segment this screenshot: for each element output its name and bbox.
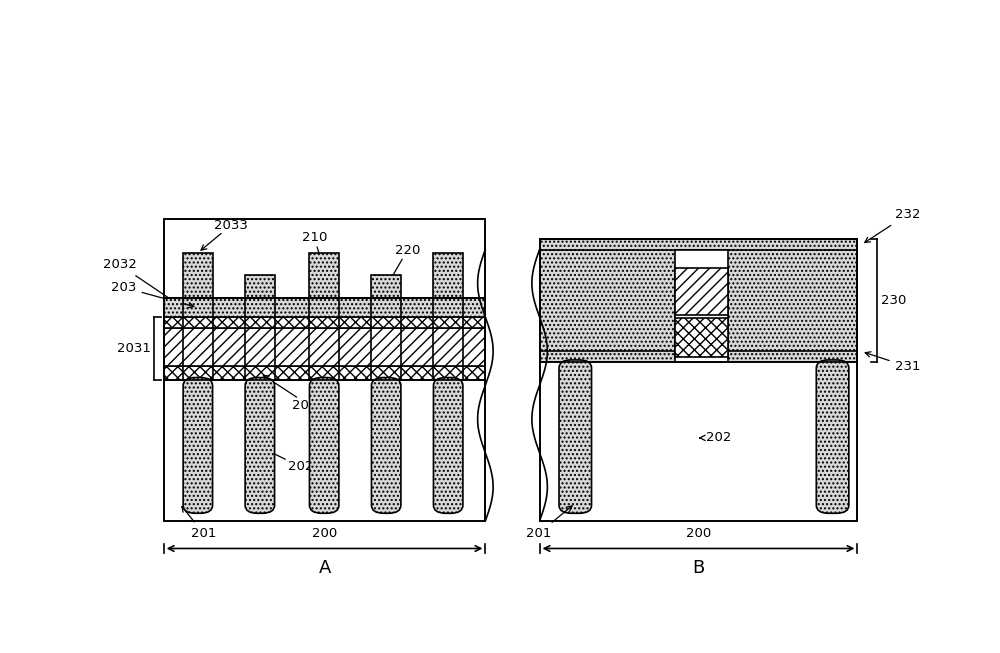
Bar: [339, 298, 371, 317]
Bar: [540, 239, 857, 521]
Text: A: A: [318, 558, 331, 577]
Bar: [164, 298, 485, 317]
Bar: [213, 366, 245, 380]
FancyBboxPatch shape: [245, 377, 275, 513]
Bar: [164, 328, 485, 366]
Bar: [164, 366, 183, 380]
Text: 202: 202: [700, 432, 732, 445]
Text: 203: 203: [111, 281, 194, 308]
Text: 2031: 2031: [117, 342, 151, 355]
Bar: [275, 366, 309, 380]
Bar: [164, 219, 485, 521]
Bar: [675, 268, 728, 315]
Bar: [401, 317, 433, 328]
Bar: [675, 250, 728, 362]
Bar: [275, 317, 309, 328]
Text: 231: 231: [865, 352, 920, 373]
Bar: [275, 298, 309, 317]
Bar: [540, 239, 857, 362]
Bar: [275, 328, 309, 366]
Text: 230: 230: [881, 295, 906, 308]
FancyBboxPatch shape: [309, 377, 339, 513]
Text: 201: 201: [526, 506, 572, 540]
Bar: [339, 328, 371, 366]
Text: B: B: [692, 558, 705, 577]
Text: 210: 210: [302, 231, 327, 267]
Text: 201: 201: [182, 507, 216, 540]
Bar: [339, 317, 371, 328]
Text: 202: 202: [264, 449, 313, 473]
Bar: [245, 276, 275, 298]
Bar: [213, 317, 245, 328]
Bar: [309, 253, 339, 298]
Bar: [463, 328, 485, 366]
Bar: [213, 328, 245, 366]
FancyBboxPatch shape: [816, 360, 849, 513]
Bar: [433, 253, 463, 298]
Bar: [675, 317, 728, 357]
Bar: [463, 366, 485, 380]
Text: 200: 200: [312, 527, 337, 540]
Bar: [401, 328, 433, 366]
Bar: [164, 298, 183, 317]
Text: 232: 232: [865, 208, 920, 242]
Bar: [339, 366, 371, 380]
Text: 220: 220: [388, 244, 420, 283]
Bar: [213, 298, 245, 317]
FancyBboxPatch shape: [371, 377, 401, 513]
Bar: [371, 276, 401, 298]
Bar: [164, 298, 485, 380]
Bar: [401, 298, 433, 317]
Bar: [183, 253, 213, 298]
FancyBboxPatch shape: [559, 360, 592, 513]
FancyBboxPatch shape: [433, 377, 463, 513]
Text: 2033: 2033: [201, 219, 248, 250]
Text: 200: 200: [686, 527, 711, 540]
Bar: [401, 366, 433, 380]
FancyBboxPatch shape: [183, 377, 213, 513]
Bar: [463, 298, 485, 317]
Bar: [540, 239, 857, 521]
Bar: [164, 219, 485, 521]
Bar: [540, 239, 857, 250]
Text: 2032: 2032: [103, 259, 180, 306]
Bar: [164, 317, 183, 328]
Bar: [164, 328, 183, 366]
Bar: [540, 239, 857, 362]
Text: 203A: 203A: [263, 375, 326, 411]
Bar: [164, 317, 485, 328]
Bar: [463, 317, 485, 328]
Bar: [164, 366, 485, 380]
